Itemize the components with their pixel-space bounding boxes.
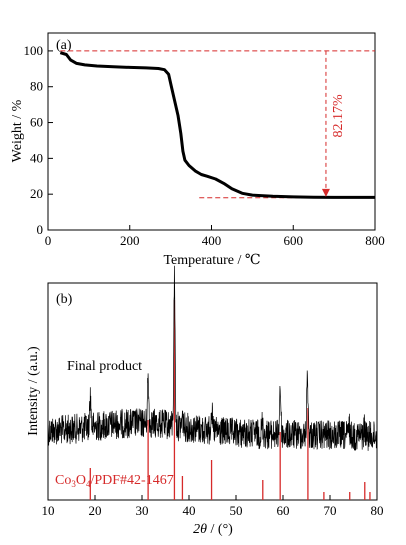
- tga-reference-lines: [60, 50, 375, 199]
- xrd-x-axis-label: 2θ / (°): [193, 522, 233, 537]
- tga-y-tick-label: 40: [30, 150, 43, 165]
- tga-y-axis-label: Weight / %: [10, 99, 25, 162]
- tga-arrow-head: [321, 188, 330, 197]
- tga-y-tick-label: 0: [37, 222, 44, 237]
- tga-panel: (a) 0 200 400 600 800 0 20 40 60 80 100 Temperatu…: [10, 32, 385, 268]
- xrd-series-label: Final product: [67, 359, 142, 374]
- xrd-x-tick-label: 20: [89, 503, 102, 518]
- tga-y-tick-label: 60: [30, 115, 43, 130]
- xrd-x-tick-label: 60: [277, 503, 290, 518]
- xrd-panel-label: (b): [56, 292, 73, 307]
- tga-mass-loss-annotation: 82.17%: [321, 50, 346, 197]
- tga-x-axis-label: Temperature / ℃: [163, 253, 260, 268]
- xrd-x-tick-label: 70: [324, 503, 337, 518]
- tga-y-ticks: 0 20 40 60 80 100: [24, 43, 53, 237]
- tga-x-tick-label: 200: [120, 233, 140, 248]
- tga-x-ticks: 0 200 400 600 800: [45, 225, 385, 248]
- xrd-x-tick-label: 10: [42, 503, 55, 518]
- tga-x-tick-label: 400: [202, 233, 222, 248]
- tga-x-tick-label: 600: [284, 233, 304, 248]
- xrd-x-tick-label: 30: [136, 503, 149, 518]
- tga-x-tick-label: 0: [45, 233, 52, 248]
- xrd-plot-frame: [47, 282, 378, 501]
- tga-x-tick-label: 800: [365, 233, 385, 248]
- xrd-panel: (b) 10 20 30 40 50 60 70 80 2θ / (°) Intensity …: [26, 265, 384, 537]
- tga-panel-label: (a): [56, 38, 72, 53]
- xrd-x-tick-label: 40: [183, 503, 196, 518]
- xrd-reference-label: Co3O4/PDF#42-1467: [55, 473, 174, 489]
- xrd-x-tick-label: 80: [371, 503, 384, 518]
- xrd-y-axis-label: Intensity / (a.u.): [26, 346, 41, 436]
- xrd-pattern-curve: [47, 265, 378, 451]
- tga-weight-curve: [59, 51, 375, 199]
- xrd-x-ticks: 10 20 30 40 50 60 70 80: [42, 495, 384, 518]
- tga-y-tick-label: 20: [30, 186, 43, 201]
- xrd-reference-pattern: [89, 300, 371, 500]
- xrd-x-tick-label: 50: [230, 503, 243, 518]
- tga-y-tick-label: 80: [30, 79, 43, 94]
- tga-mass-loss-label: 82.17%: [331, 94, 346, 138]
- tga-y-tick-label: 100: [24, 43, 44, 58]
